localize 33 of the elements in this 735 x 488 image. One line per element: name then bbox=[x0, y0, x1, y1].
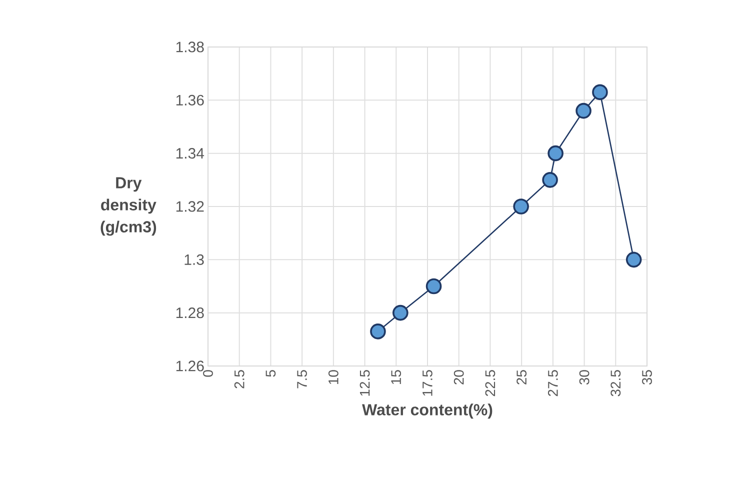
point bbox=[626, 252, 642, 268]
point bbox=[370, 324, 386, 340]
x-tick-label: 25 bbox=[516, 370, 527, 384]
point bbox=[542, 172, 558, 188]
y-axis-title: Dry density (g/cm3) bbox=[100, 177, 156, 236]
point bbox=[576, 102, 592, 119]
x-tick-label: 35 bbox=[642, 370, 652, 385]
x-tick-label: 22.5 bbox=[485, 370, 496, 396]
y-tick-label: 1.36 bbox=[176, 94, 204, 106]
y-tick-label: 1.34 bbox=[176, 148, 204, 159]
x-tick-label: 20 bbox=[454, 370, 464, 384]
x-tick-label: 0 bbox=[203, 370, 213, 377]
x-tick-label: 10 bbox=[328, 370, 338, 384]
x-tick-label: 7.5 bbox=[297, 370, 307, 388]
point bbox=[548, 145, 564, 162]
x-tick-label: 2.5 bbox=[234, 370, 244, 388]
y-tick-label: 1.3 bbox=[184, 254, 204, 265]
x-tick-label: 30 bbox=[579, 370, 590, 385]
point bbox=[426, 278, 442, 294]
point bbox=[592, 84, 608, 100]
x-tick-label: 27.5 bbox=[548, 370, 558, 396]
x-tick-label: 12.5 bbox=[360, 370, 370, 396]
x-tick-label: 5 bbox=[266, 370, 276, 377]
x-tick-label: 32.5 bbox=[610, 370, 621, 396]
point bbox=[392, 304, 408, 321]
y-tick-label: 1.32 bbox=[176, 201, 204, 212]
x-tick-label: 17.5 bbox=[422, 370, 432, 396]
y-tick-label: 1.26 bbox=[176, 360, 204, 372]
y-tick-label: 1.28 bbox=[176, 308, 204, 318]
x-tick-label: 15 bbox=[391, 370, 402, 384]
point bbox=[513, 198, 529, 214]
y-tick-label: 1.38 bbox=[176, 42, 204, 52]
x-axis-title: Water content(%) bbox=[362, 404, 492, 419]
